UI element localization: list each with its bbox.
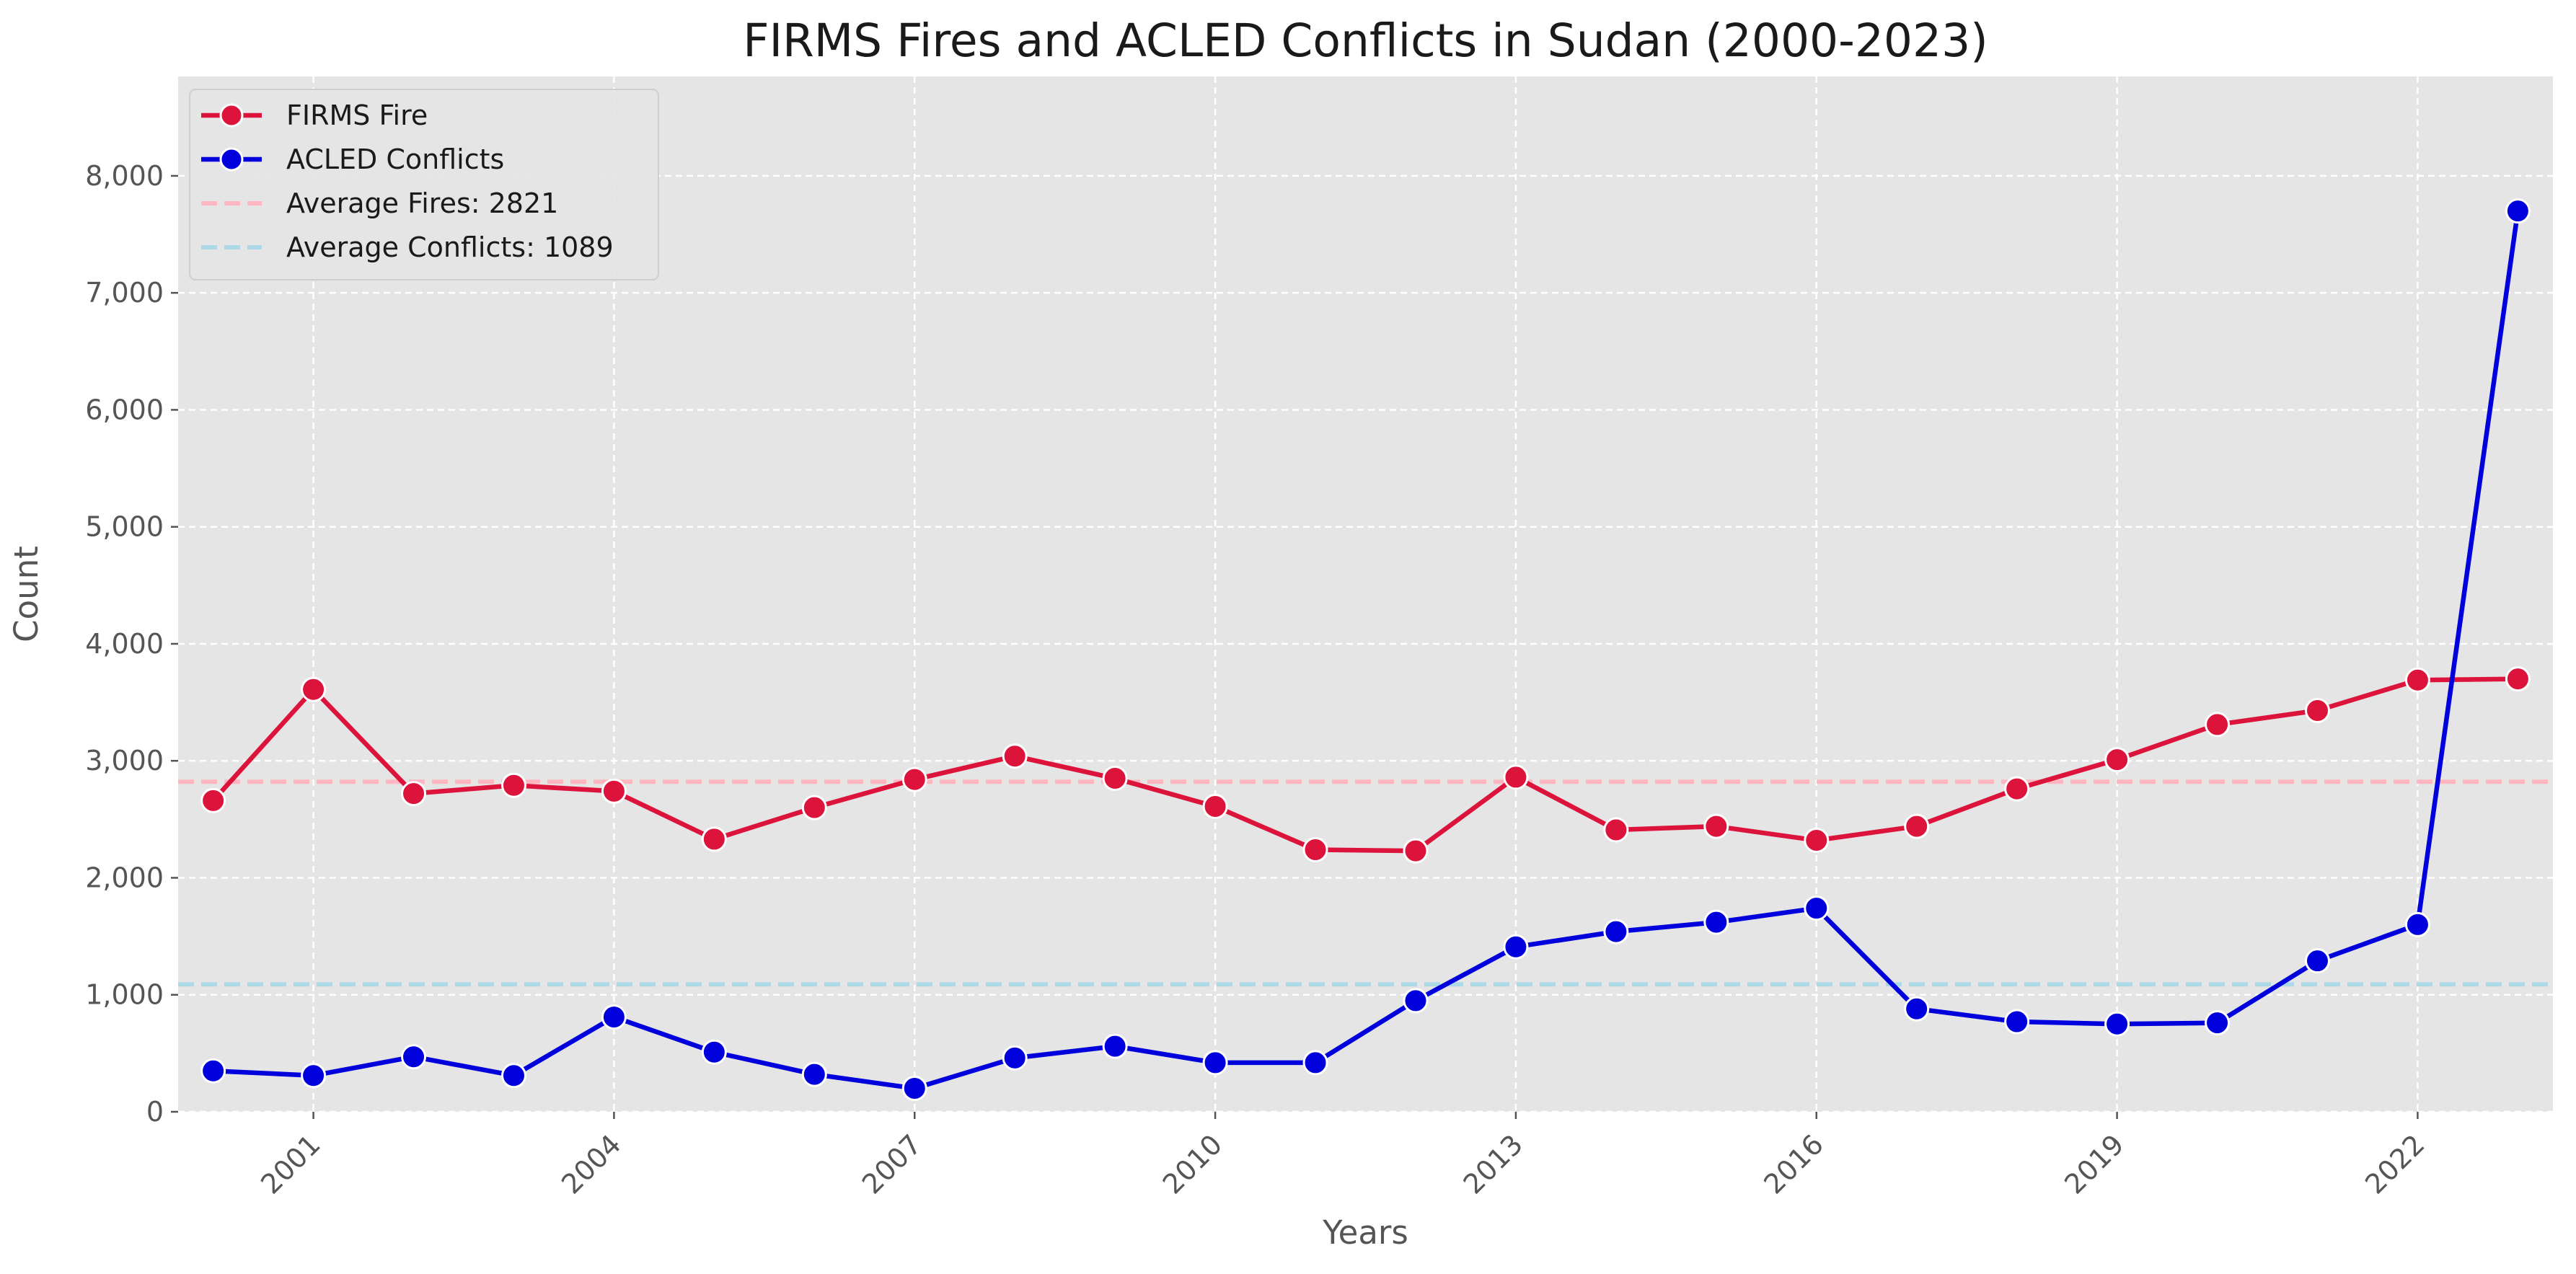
data-point <box>701 826 727 852</box>
data-point <box>601 1004 627 1030</box>
data-point <box>2404 911 2430 937</box>
x-tick-label: 2001 <box>255 1128 327 1200</box>
y-tick-label: 7,000 <box>85 277 164 309</box>
data-point <box>801 795 827 820</box>
data-point <box>1804 895 1830 921</box>
data-point <box>2304 948 2330 974</box>
data-point <box>1002 743 1028 769</box>
legend: FIRMS Fire ACLED Conflicts Average Fires: … <box>189 89 659 280</box>
data-point <box>1002 1045 1028 1071</box>
data-point <box>2505 666 2531 692</box>
data-point <box>2004 1009 2030 1035</box>
legend-marker-firms-fire <box>219 103 244 128</box>
x-tick-label: 2013 <box>1457 1128 1530 1200</box>
data-point <box>500 1063 526 1089</box>
x-tick-label: 2016 <box>1757 1128 1830 1200</box>
data-point <box>1603 919 1629 945</box>
data-point <box>2205 1010 2231 1036</box>
data-point <box>901 766 927 792</box>
legend-label-acled-conflicts: ACLED Conflicts <box>286 143 504 175</box>
data-point <box>1904 813 1930 839</box>
data-point <box>200 1058 226 1084</box>
x-tick-label: 2004 <box>555 1128 627 1200</box>
legend-label-average-fires: Average Fires: 2821 <box>286 187 558 219</box>
data-point <box>2104 747 2130 773</box>
x-tick-label: 2007 <box>856 1128 928 1200</box>
data-point <box>301 1063 327 1089</box>
y-tick-label: 5,000 <box>85 511 164 543</box>
y-tick-label: 0 <box>146 1096 164 1128</box>
series-line-firms-fire <box>211 676 2520 854</box>
legend-label-average-conflicts: Average Conflicts: 1089 <box>286 231 614 263</box>
x-axis-label: Years <box>1322 1213 1408 1252</box>
data-point <box>1703 813 1729 839</box>
data-point <box>1302 837 1328 863</box>
series-line-acled-conflicts <box>211 208 2520 1091</box>
data-point <box>1102 1033 1128 1059</box>
legend-marker-acled-conflicts <box>219 147 244 172</box>
data-point <box>2205 712 2231 738</box>
data-point <box>1202 794 1228 820</box>
data-point <box>801 1061 827 1087</box>
data-point <box>401 1044 427 1070</box>
legend-label-firms-fire: FIRMS Fire <box>286 99 428 131</box>
data-point <box>1804 828 1830 854</box>
data-point <box>1503 764 1529 790</box>
data-point <box>901 1076 927 1102</box>
y-tick-label: 6,000 <box>85 394 164 425</box>
data-point <box>1904 996 1930 1022</box>
data-point <box>2505 198 2531 224</box>
y-tick-label: 1,000 <box>85 979 164 1011</box>
y-tick-label: 3,000 <box>85 745 164 777</box>
data-point <box>1703 909 1729 935</box>
data-point <box>601 778 627 804</box>
y-tick-label: 8,000 <box>85 160 164 192</box>
data-point <box>701 1039 727 1065</box>
data-point <box>2104 1011 2130 1037</box>
x-tick-label: 2019 <box>2058 1128 2130 1200</box>
chart-title: FIRMS Fires and ACLED Conflicts in Sudan… <box>743 14 1988 67</box>
x-tick-label: 2022 <box>2359 1128 2431 1200</box>
data-point <box>1403 838 1429 864</box>
y-tick-label: 2,000 <box>85 862 164 893</box>
data-point <box>1603 817 1629 843</box>
data-point <box>200 787 226 813</box>
data-point <box>2004 776 2030 802</box>
data-point <box>1403 988 1429 1014</box>
data-point <box>500 772 526 798</box>
legend-box <box>189 89 659 280</box>
x-tick-label: 2010 <box>1157 1128 1229 1200</box>
data-point <box>401 781 427 807</box>
data-point <box>301 676 327 702</box>
series <box>200 198 2531 1102</box>
reference-lines <box>178 779 2553 987</box>
data-point <box>1503 934 1529 960</box>
data-point <box>1102 766 1128 792</box>
data-point <box>1202 1050 1228 1076</box>
data-point <box>2304 697 2330 723</box>
data-point <box>1302 1050 1328 1076</box>
data-point <box>2404 667 2430 693</box>
y-tick-label: 4,000 <box>85 628 164 660</box>
y-axis-label: Count <box>7 546 45 642</box>
